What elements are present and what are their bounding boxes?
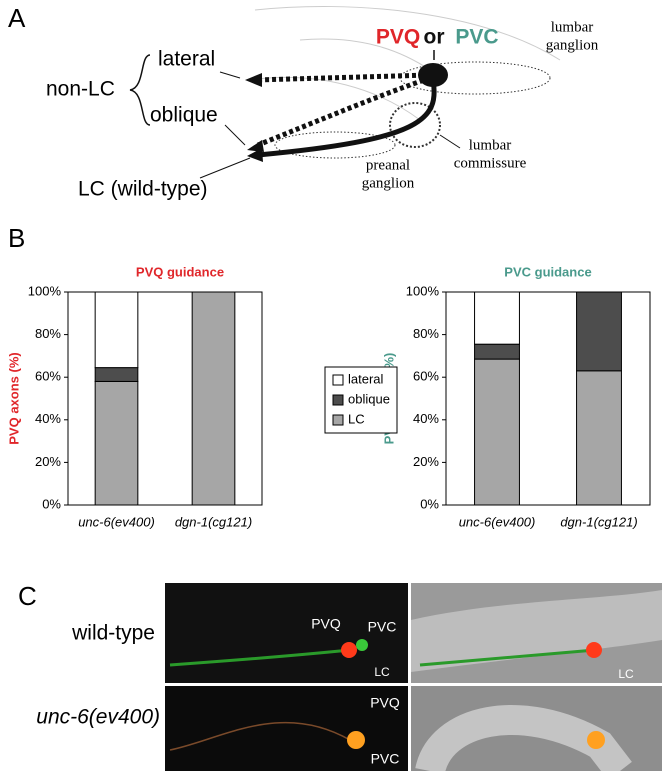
pvc-label: PVC [368, 619, 397, 635]
axon [419, 648, 596, 667]
bar-segment [474, 343, 520, 360]
panel-letter: C [18, 581, 37, 611]
lumbar-ganglion: ganglion [546, 37, 599, 53]
or-label: or [424, 26, 445, 49]
y-axis-label: PVQ axons (%) [6, 352, 21, 444]
bar-segment [576, 370, 622, 506]
brace [129, 54, 151, 126]
arrowhead [247, 148, 263, 162]
legend-label: LC [348, 411, 365, 426]
pvq-label: PVQ [311, 616, 341, 632]
cell-body [418, 63, 448, 87]
x-tick-label: dgn-1(cg121) [560, 514, 637, 529]
cell [587, 731, 605, 749]
lumbar-ganglion: lumbar [551, 19, 594, 35]
lc-path [257, 79, 437, 158]
preanal-ganglion: preanal [366, 157, 410, 173]
bar-segment [94, 380, 139, 506]
lc-label: LC [374, 665, 390, 679]
y-tick-label: 40% [35, 411, 61, 426]
pvc-label: PVC [455, 26, 498, 49]
chart-title: PVQ guidance [136, 264, 224, 279]
lateral-label: lateral [158, 48, 215, 71]
pointer [199, 157, 251, 179]
legend-swatch [332, 394, 344, 406]
x-tick-label: unc-6(ev400) [78, 514, 155, 529]
chart-title: PVC guidance [504, 264, 591, 279]
bar-segment [474, 358, 520, 506]
legend-label: oblique [348, 391, 390, 406]
oblique-path [257, 75, 431, 148]
micrograph [165, 583, 408, 683]
cell [356, 639, 368, 651]
pvc-label: PVC [371, 751, 400, 767]
ganglion [274, 131, 396, 159]
lumbar-commissure: commissure [454, 155, 527, 171]
plot-frame [445, 291, 651, 506]
arrowhead [245, 73, 262, 87]
axon [169, 648, 351, 667]
lateral-path [254, 72, 431, 83]
legend-label: lateral [348, 371, 384, 386]
y-tick-label: 60% [35, 369, 61, 384]
legend-swatch [332, 414, 344, 426]
cell [341, 642, 357, 658]
plot-frame [67, 291, 263, 506]
pointer [219, 71, 241, 79]
worm [415, 705, 632, 776]
micrograph [165, 686, 408, 771]
pvq-label: PVQ [376, 26, 420, 49]
pointer [439, 134, 461, 149]
x-tick-label: unc-6(ev400) [459, 514, 536, 529]
y-tick-label: 60% [413, 369, 439, 384]
y-tick-label: 80% [35, 326, 61, 341]
y-tick-label: 0% [420, 496, 439, 511]
preanal-ganglion: ganglion [362, 175, 415, 191]
bar-segment [191, 291, 236, 506]
y-tick-label: 20% [35, 454, 61, 469]
y-tick-label: 80% [413, 326, 439, 341]
y-tick-label: 100% [406, 283, 440, 298]
y-tick-label: 20% [413, 454, 439, 469]
y-tick-label: 40% [413, 411, 439, 426]
bar-segment [94, 367, 139, 382]
panel-letter: A [8, 3, 26, 33]
commissure [389, 102, 441, 148]
pvq-label: PVQ [370, 695, 400, 711]
lumbar-commissure: lumbar [469, 137, 512, 153]
row-label: wild-type [71, 622, 155, 645]
row-label: unc-6(ev400) [36, 706, 160, 729]
legend-swatch [332, 374, 344, 386]
oblique-label: oblique [150, 104, 218, 127]
cell [586, 642, 602, 658]
panel-letter: B [8, 223, 25, 253]
arrowhead [247, 140, 264, 152]
x-tick-label: dgn-1(cg121) [175, 514, 252, 529]
bar-segment [94, 291, 139, 369]
y-tick-label: 100% [28, 283, 62, 298]
bar-segment [576, 291, 622, 372]
axon [169, 721, 351, 751]
cell [347, 731, 365, 749]
non-lc-label: non-LC [46, 78, 115, 101]
pointer [224, 124, 246, 146]
lc-label: LC [618, 667, 634, 681]
worm [411, 590, 662, 672]
lc-label: LC (wild-type) [78, 178, 208, 201]
y-tick-label: 0% [42, 496, 61, 511]
bar-segment [474, 291, 520, 345]
outline [249, 6, 561, 121]
